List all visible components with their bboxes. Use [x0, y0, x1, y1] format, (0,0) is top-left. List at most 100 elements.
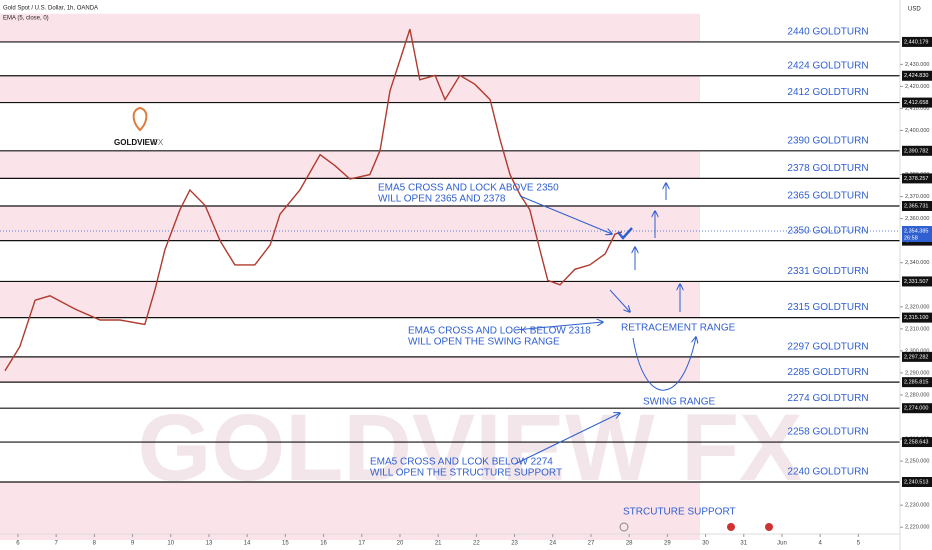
x-tick-label: 22	[473, 541, 480, 547]
x-tick-label: 24	[549, 541, 556, 547]
flag-icon	[765, 523, 773, 531]
annotation: STRCUTURE SUPPORT	[623, 507, 736, 518]
currency: USD	[908, 7, 921, 13]
annotation: EMA5 CROSS AND LCOK BELOW 2274	[370, 457, 553, 468]
y-tick-label: 2,310.000	[905, 326, 929, 332]
icon	[619, 522, 629, 532]
y-tick-label: 2,250.000	[905, 459, 929, 465]
x-tick-label: 21	[435, 541, 442, 547]
price-tag-label: 2,440.179	[904, 39, 928, 45]
logo-brand: GOLDVIEW	[114, 138, 158, 147]
x-tick-label: 14	[244, 541, 251, 547]
y-tick-label: 2,410.000	[905, 106, 929, 112]
price-tag-label: 2,274.000	[904, 406, 928, 412]
price-tag	[902, 36, 932, 47]
x-tick-label: 23	[511, 541, 518, 547]
flag-icon	[727, 523, 735, 531]
zone	[0, 75, 700, 103]
indicator: EMA (5, close, 0)	[3, 16, 49, 22]
x-tick-label: 30	[702, 541, 709, 547]
price-tag-label: 2,390.782	[904, 148, 928, 154]
y-tick-label: 2,320.000	[905, 304, 929, 310]
price-tag	[902, 377, 932, 388]
x-tick-label: 13	[206, 541, 213, 547]
annotation: RETRACEMENT RANGE	[621, 323, 736, 334]
zone	[0, 482, 700, 540]
price-tag-label: 2,365.731	[904, 203, 928, 209]
x-tick-label: 17	[358, 541, 365, 547]
y-tick-label: 2,280.000	[905, 392, 929, 398]
price-tag	[902, 145, 932, 156]
level-name: 2258 GOLDTURN	[787, 427, 868, 438]
level-name: 2424 GOLDTURN	[787, 60, 868, 71]
level-name: 2297 GOLDTURN	[787, 342, 868, 353]
countdown: 26:58	[904, 235, 918, 241]
x-tick-label: 16	[320, 541, 327, 547]
current-price-label: 2,354.385	[904, 228, 928, 234]
level-name: 2390 GOLDTURN	[787, 135, 868, 146]
price-tag-label: 2,424.830	[904, 73, 928, 79]
price-tag	[902, 312, 932, 323]
price-line	[4, 28, 623, 372]
y-tick-label: 2,220.000	[905, 525, 929, 531]
level-name: 2285 GOLDTURN	[787, 367, 868, 378]
x-tick-label: 4	[818, 541, 822, 547]
price-tag	[902, 437, 932, 448]
x-tick-label: 15	[282, 541, 289, 547]
zone	[0, 281, 700, 318]
price-tag-label: 2,331.507	[904, 279, 928, 285]
annotation: WILL OPEN THE SWING RANGE	[408, 337, 560, 348]
y-tick-label: 2,290.000	[905, 370, 929, 376]
x-tick-label: 10	[167, 541, 174, 547]
price-tag-label: 2,378.257	[904, 176, 928, 182]
watermark: GOLDVIEW FX	[138, 395, 803, 501]
annotation: EMA5 CROSS AND LOCK BELOW 2318	[408, 326, 591, 337]
annotation: EMA5 CROSS AND LOCK ABOVE 2350	[378, 183, 559, 194]
level-name: 2365 GOLDTURN	[787, 191, 868, 202]
annotation: SWING RANGE	[643, 397, 716, 408]
level-name: 2440 GOLDTURN	[787, 27, 868, 38]
zone	[0, 356, 700, 383]
price-tag	[902, 351, 932, 362]
x-tick-label: 6	[16, 541, 20, 547]
price-tag-label: 2,412.658	[904, 100, 928, 106]
symbol: Gold Spot / U.S. Dollar, 1h, OANDA	[3, 6, 98, 12]
y-tick-label: 2,300.000	[905, 348, 929, 354]
level-name: 2240 GOLDTURN	[787, 467, 868, 478]
x-tick-label: 27	[588, 541, 595, 547]
annotation: WILL OPEN 2365 AND 2378	[378, 194, 506, 205]
y-tick-label: 2,230.000	[905, 503, 929, 509]
level-name: 2315 GOLDTURN	[787, 302, 868, 313]
x-tick-label: 20	[397, 541, 404, 547]
price-tag-label: 2,297.282	[904, 354, 928, 360]
current-price-tag	[902, 226, 932, 243]
logo-suffix: FX	[153, 138, 164, 147]
x-tick-label: 5	[857, 541, 861, 547]
zone	[0, 206, 700, 241]
x-tick-label: 28	[626, 541, 633, 547]
zone	[0, 150, 700, 179]
price-tag	[902, 70, 932, 81]
y-tick-label: 2,420.000	[905, 84, 929, 90]
annotation: WILL OPEN THE STRUCTURE SUPPORT	[370, 468, 562, 479]
x-tick-label: Jun	[777, 541, 787, 547]
y-tick-label: 2,430.000	[905, 62, 929, 68]
y-tick-label: 2,360.000	[905, 216, 929, 222]
x-tick-label: 29	[664, 541, 671, 547]
y-tick-label: 2,370.000	[905, 194, 929, 200]
price-tag	[902, 97, 932, 108]
level-name: 2378 GOLDTURN	[787, 163, 868, 174]
price-tag-label: 2,315.100	[904, 315, 928, 321]
logo: GOLDVIEW FX	[114, 106, 164, 147]
price-tag	[902, 403, 932, 414]
price-tag-label: 2,240.513	[904, 479, 928, 485]
y-tick-label: 2,400.000	[905, 128, 929, 134]
price-tag	[902, 276, 932, 287]
y-tick-label: 2,340.000	[905, 260, 929, 266]
price-tag	[902, 477, 932, 488]
price-tag	[902, 173, 932, 184]
level-name: 2274 GOLDTURN	[787, 393, 868, 404]
price-tag-label: 2,258.643	[904, 439, 928, 445]
level-name: 2331 GOLDTURN	[787, 266, 868, 277]
